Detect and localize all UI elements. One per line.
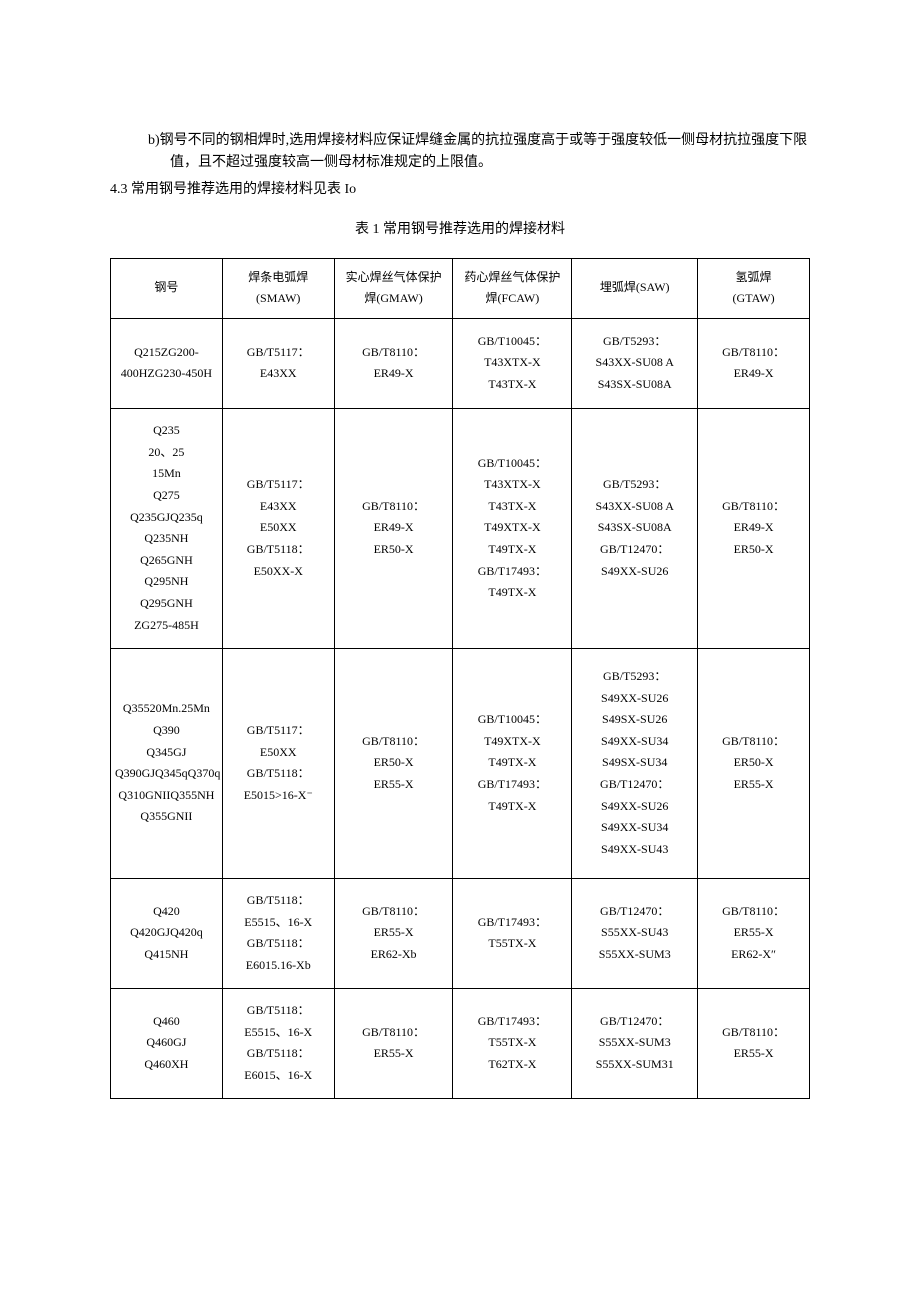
table-row: Q460 Q460GJ Q460XH GB/T5118： E5515、16-X …	[111, 988, 810, 1098]
cell-saw: GB/T5293： S43XX-SU08 A S43SX-SU08A	[572, 318, 698, 408]
welding-materials-table: 钢号 焊条电弧焊 (SMAW) 实心焊丝气体保护 焊(GMAW) 药心焊丝气体保…	[110, 258, 810, 1099]
header-gtaw: 氢弧焊 (GTAW)	[698, 258, 810, 318]
cell-gtaw: GB/T8110： ER55-X	[698, 988, 810, 1098]
paragraph-item-43: 4.3 常用钢号推荐选用的焊接材料见表 Io	[110, 179, 810, 201]
cell-saw: GB/T12470： S55XX-SUM3 S55XX-SUM31	[572, 988, 698, 1098]
cell-smaw: GB/T5117： E50XX GB/T5118： E5015>16-X⁻	[222, 648, 334, 878]
cell-fcaw: GB/T10045： T43XTX-X T43TX-X	[453, 318, 572, 408]
cell-gmaw: GB/T8110： ER50-X ER55-X	[334, 648, 453, 878]
cell-smaw: GB/T5117： E43XX	[222, 318, 334, 408]
cell-gtaw: GB/T8110： ER55-X ER62-X″	[698, 878, 810, 988]
cell-fcaw: GB/T17493： T55TX-X T62TX-X	[453, 988, 572, 1098]
cell-steel: Q420 Q420GJQ420q Q415NH	[111, 878, 223, 988]
cell-gmaw: GB/T8110： ER49-X	[334, 318, 453, 408]
cell-steel: Q35520Mn.25Mn Q390 Q345GJ Q390GJQ345qQ37…	[111, 648, 223, 878]
cell-saw: GB/T5293： S49XX-SU26 S49SX-SU26 S49XX-SU…	[572, 648, 698, 878]
cell-smaw: GB/T5118： E5515、16-X GB/T5118： E6015.16-…	[222, 878, 334, 988]
table-row: Q235 20、25 15Mn Q275 Q235GJQ235q Q235NH …	[111, 408, 810, 648]
header-fcaw: 药心焊丝气体保护 焊(FCAW)	[453, 258, 572, 318]
table-caption: 表 1 常用钢号推荐选用的焊接材料	[110, 219, 810, 241]
cell-fcaw: GB/T10045： T49XTX-X T49TX-X GB/T17493： T…	[453, 648, 572, 878]
cell-steel: Q460 Q460GJ Q460XH	[111, 988, 223, 1098]
cell-gmaw: GB/T8110： ER49-X ER50-X	[334, 408, 453, 648]
header-steel-grade: 钢号	[111, 258, 223, 318]
table-row: Q420 Q420GJQ420q Q415NH GB/T5118： E5515、…	[111, 878, 810, 988]
cell-gtaw: GB/T8110： ER49-X ER50-X	[698, 408, 810, 648]
cell-smaw: GB/T5118： E5515、16-X GB/T5118： E6015、16-…	[222, 988, 334, 1098]
cell-gmaw: GB/T8110： ER55-X	[334, 988, 453, 1098]
header-smaw: 焊条电弧焊 (SMAW)	[222, 258, 334, 318]
paragraph-item-b: b)钢号不同的钢相焊时,选用焊接材料应保证焊缝金属的抗拉强度高于或等于强度较低一…	[110, 130, 810, 175]
cell-fcaw: GB/T10045： T43XTX-X T43TX-X T49XTX-X T49…	[453, 408, 572, 648]
header-gmaw: 实心焊丝气体保护 焊(GMAW)	[334, 258, 453, 318]
cell-steel: Q215ZG200- 400HZG230-450H	[111, 318, 223, 408]
table-header-row: 钢号 焊条电弧焊 (SMAW) 实心焊丝气体保护 焊(GMAW) 药心焊丝气体保…	[111, 258, 810, 318]
table-row: Q215ZG200- 400HZG230-450H GB/T5117： E43X…	[111, 318, 810, 408]
cell-saw: GB/T5293： S43XX-SU08 A S43SX-SU08A GB/T1…	[572, 408, 698, 648]
header-saw: 埋弧焊(SAW)	[572, 258, 698, 318]
cell-saw: GB/T12470： S55XX-SU43 S55XX-SUM3	[572, 878, 698, 988]
cell-gmaw: GB/T8110： ER55-X ER62-Xb	[334, 878, 453, 988]
cell-smaw: GB/T5117： E43XX E50XX GB/T5118： E50XX-X	[222, 408, 334, 648]
cell-gtaw: GB/T8110： ER49-X	[698, 318, 810, 408]
cell-steel: Q235 20、25 15Mn Q275 Q235GJQ235q Q235NH …	[111, 408, 223, 648]
cell-gtaw: GB/T8110： ER50-X ER55-X	[698, 648, 810, 878]
table-row: Q35520Mn.25Mn Q390 Q345GJ Q390GJQ345qQ37…	[111, 648, 810, 878]
cell-fcaw: GB/T17493： T55TX-X	[453, 878, 572, 988]
